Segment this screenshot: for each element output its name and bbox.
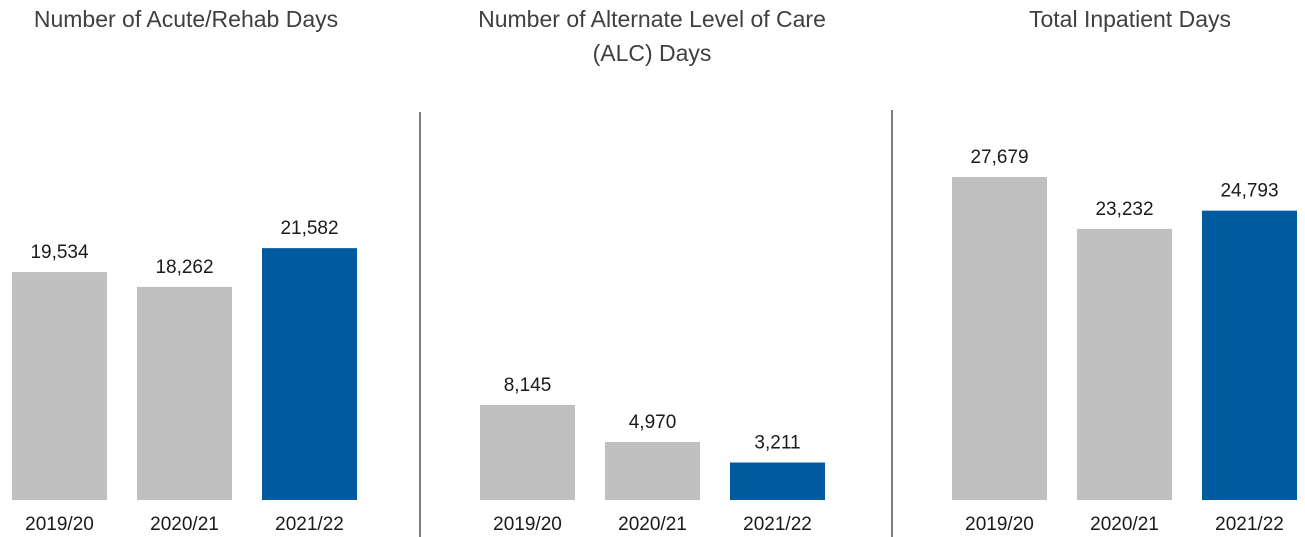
data-label: 4,970 xyxy=(629,412,677,433)
x-tick-label: 2020/21 xyxy=(618,514,687,535)
data-label: 23,232 xyxy=(1095,199,1153,220)
data-label: 3,211 xyxy=(754,433,800,454)
x-tick-label: 2020/21 xyxy=(1090,514,1159,535)
chart-panel-3: Total Inpatient Days 27,679 2019/20 23,232 2… xyxy=(952,6,1297,535)
bar-2020-21 xyxy=(137,286,232,500)
chart-title: Number of Acute/Rehab Days xyxy=(34,6,338,32)
x-tick-label: 2021/22 xyxy=(743,514,812,535)
x-tick-label: 2020/21 xyxy=(150,514,219,535)
x-tick-label: 2019/20 xyxy=(493,514,562,535)
chart-title-line2: (ALC) Days xyxy=(593,40,712,66)
chart-panel-2: Number of Alternate Level of Care (ALC) D… xyxy=(478,6,826,535)
chart-panel-1: Number of Acute/Rehab Days 19,534 2019/20 1… xyxy=(12,6,357,535)
x-tick-label: 2019/20 xyxy=(965,514,1034,535)
data-label: 19,534 xyxy=(30,242,89,263)
data-label: 18,262 xyxy=(155,257,213,278)
chart-title: Number of Alternate Level of Care xyxy=(478,6,826,32)
x-tick-label: 2019/20 xyxy=(25,514,94,535)
bar-2019-20 xyxy=(952,176,1047,500)
data-label: 24,793 xyxy=(1220,181,1278,202)
bar-2021-22 xyxy=(730,462,825,500)
chart-title: Total Inpatient Days xyxy=(1029,6,1231,32)
bar-2019-20 xyxy=(480,404,575,500)
x-tick-label: 2021/22 xyxy=(275,514,344,535)
bar-2020-21 xyxy=(605,442,700,500)
data-label: 21,582 xyxy=(280,218,338,239)
bar-2019-20 xyxy=(12,272,107,500)
data-label: 8,145 xyxy=(504,375,552,396)
x-tick-label: 2021/22 xyxy=(1215,514,1284,535)
bar-2021-22 xyxy=(262,248,357,500)
data-label: 27,679 xyxy=(970,147,1028,168)
bar-2020-21 xyxy=(1077,228,1172,500)
bar-2021-22 xyxy=(1202,210,1297,500)
